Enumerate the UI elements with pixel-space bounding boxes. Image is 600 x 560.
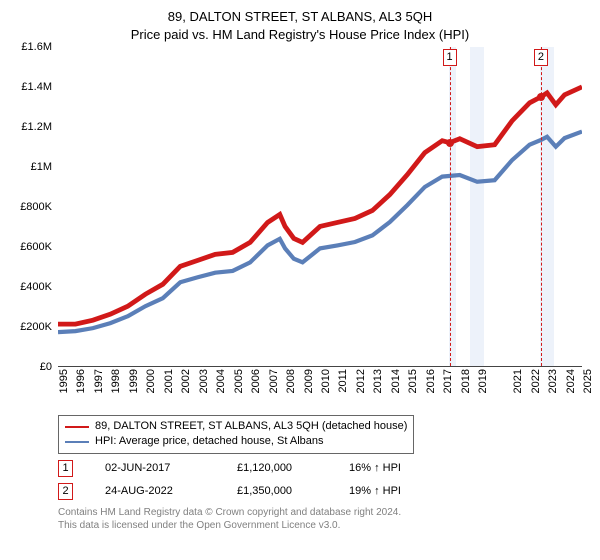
x-tick-label: 2016 [425,369,437,393]
legend-label: 89, DALTON STREET, ST ALBANS, AL3 5QH (d… [95,419,407,434]
x-tick-label: 2013 [372,369,384,393]
x-tick-label: 2018 [460,369,472,393]
x-tick-label: 2012 [355,369,367,393]
x-tick-label: 2015 [407,369,419,393]
x-tick-label: 2017 [442,369,454,393]
legend-item: HPI: Average price, detached house, St A… [65,434,407,449]
legend-swatch [65,441,89,443]
x-axis: 1995 1996 1997 1998 1999 2000 2001 2002 2003 2004… [58,367,582,409]
x-tick-label: 2000 [145,369,157,393]
x-tick-label: 1997 [93,369,105,393]
sale-date: 02-JUN-2017 [105,462,205,474]
x-tick-label: 1998 [110,369,122,393]
x-tick-label: 2004 [215,369,227,393]
x-tick-label: 2005 [233,369,245,393]
sale-price: £1,120,000 [237,462,317,474]
x-tick-label: 2009 [303,369,315,393]
chart-title: 89, DALTON STREET, ST ALBANS, AL3 5QH Pr… [14,8,586,43]
x-tick-label: 2002 [180,369,192,393]
x-tick-label: 2001 [163,369,175,393]
x-tick-label: 2011 [337,369,349,393]
x-tick-label: 2023 [547,369,559,393]
x-tick-label: 2019 [477,369,489,393]
x-tick-label: 2010 [320,369,332,393]
footer-line2: This data is licensed under the Open Gov… [58,519,586,532]
sale-point [446,139,454,147]
sale-marker: 1 [443,49,457,66]
series-line-property [58,87,582,324]
y-tick-label: £1.2M [21,121,52,133]
y-axis: £0£200K£400K£600K£800K£1M£1.2M£1.4M£1.6M [14,47,54,367]
x-tick-label: 2022 [530,369,542,393]
chart-area: £0£200K£400K£600K£800K£1M£1.2M£1.4M£1.6M… [58,47,582,367]
title-subtitle: Price paid vs. HM Land Registry's House … [14,26,586,44]
footer-line1: Contains HM Land Registry data © Crown c… [58,506,586,519]
x-tick-label: 2008 [285,369,297,393]
sale-marker: 2 [534,49,548,66]
title-address: 89, DALTON STREET, ST ALBANS, AL3 5QH [14,8,586,26]
footer-attribution: Contains HM Land Registry data © Crown c… [58,506,586,532]
legend-item: 89, DALTON STREET, ST ALBANS, AL3 5QH (d… [65,419,407,434]
sale-price: £1,350,000 [237,485,317,497]
y-tick-label: £0 [40,361,52,373]
x-tick-label: 1995 [58,369,70,393]
x-tick-label: 2014 [390,369,402,393]
sales-table: 1 02-JUN-2017 £1,120,000 16% ↑ HPI 2 24-AUG-2… [58,460,586,500]
x-tick-label: 2024 [565,369,577,393]
line-series-svg [58,47,582,366]
sale-row: 1 02-JUN-2017 £1,120,000 16% ↑ HPI [58,460,586,477]
x-tick-label: 1996 [75,369,87,393]
legend: 89, DALTON STREET, ST ALBANS, AL3 5QH (d… [58,415,414,454]
legend-label: HPI: Average price, detached house, St A… [95,434,324,449]
sale-row: 2 24-AUG-2022 £1,350,000 19% ↑ HPI [58,483,586,500]
sale-badge: 2 [58,483,73,500]
y-tick-label: £1M [31,161,52,173]
x-tick-label: 2006 [250,369,262,393]
x-tick-label: 2003 [198,369,210,393]
y-tick-label: £1.6M [21,41,52,53]
y-tick-label: £800K [20,201,52,213]
sale-hpi: 19% ↑ HPI [349,485,401,497]
y-tick-label: £400K [20,281,52,293]
x-tick-label: 2007 [268,369,280,393]
y-tick-label: £200K [20,321,52,333]
y-tick-label: £1.4M [21,81,52,93]
y-tick-label: £600K [20,241,52,253]
sale-badge: 1 [58,460,73,477]
x-tick-label: 1999 [128,369,140,393]
x-tick-label: 2025 [582,369,594,393]
sale-point [537,93,545,101]
sale-hpi: 16% ↑ HPI [349,462,401,474]
plot-area: 12 [58,47,582,367]
sale-date: 24-AUG-2022 [105,485,205,497]
x-tick-label: 2021 [512,369,524,393]
legend-swatch [65,426,89,428]
